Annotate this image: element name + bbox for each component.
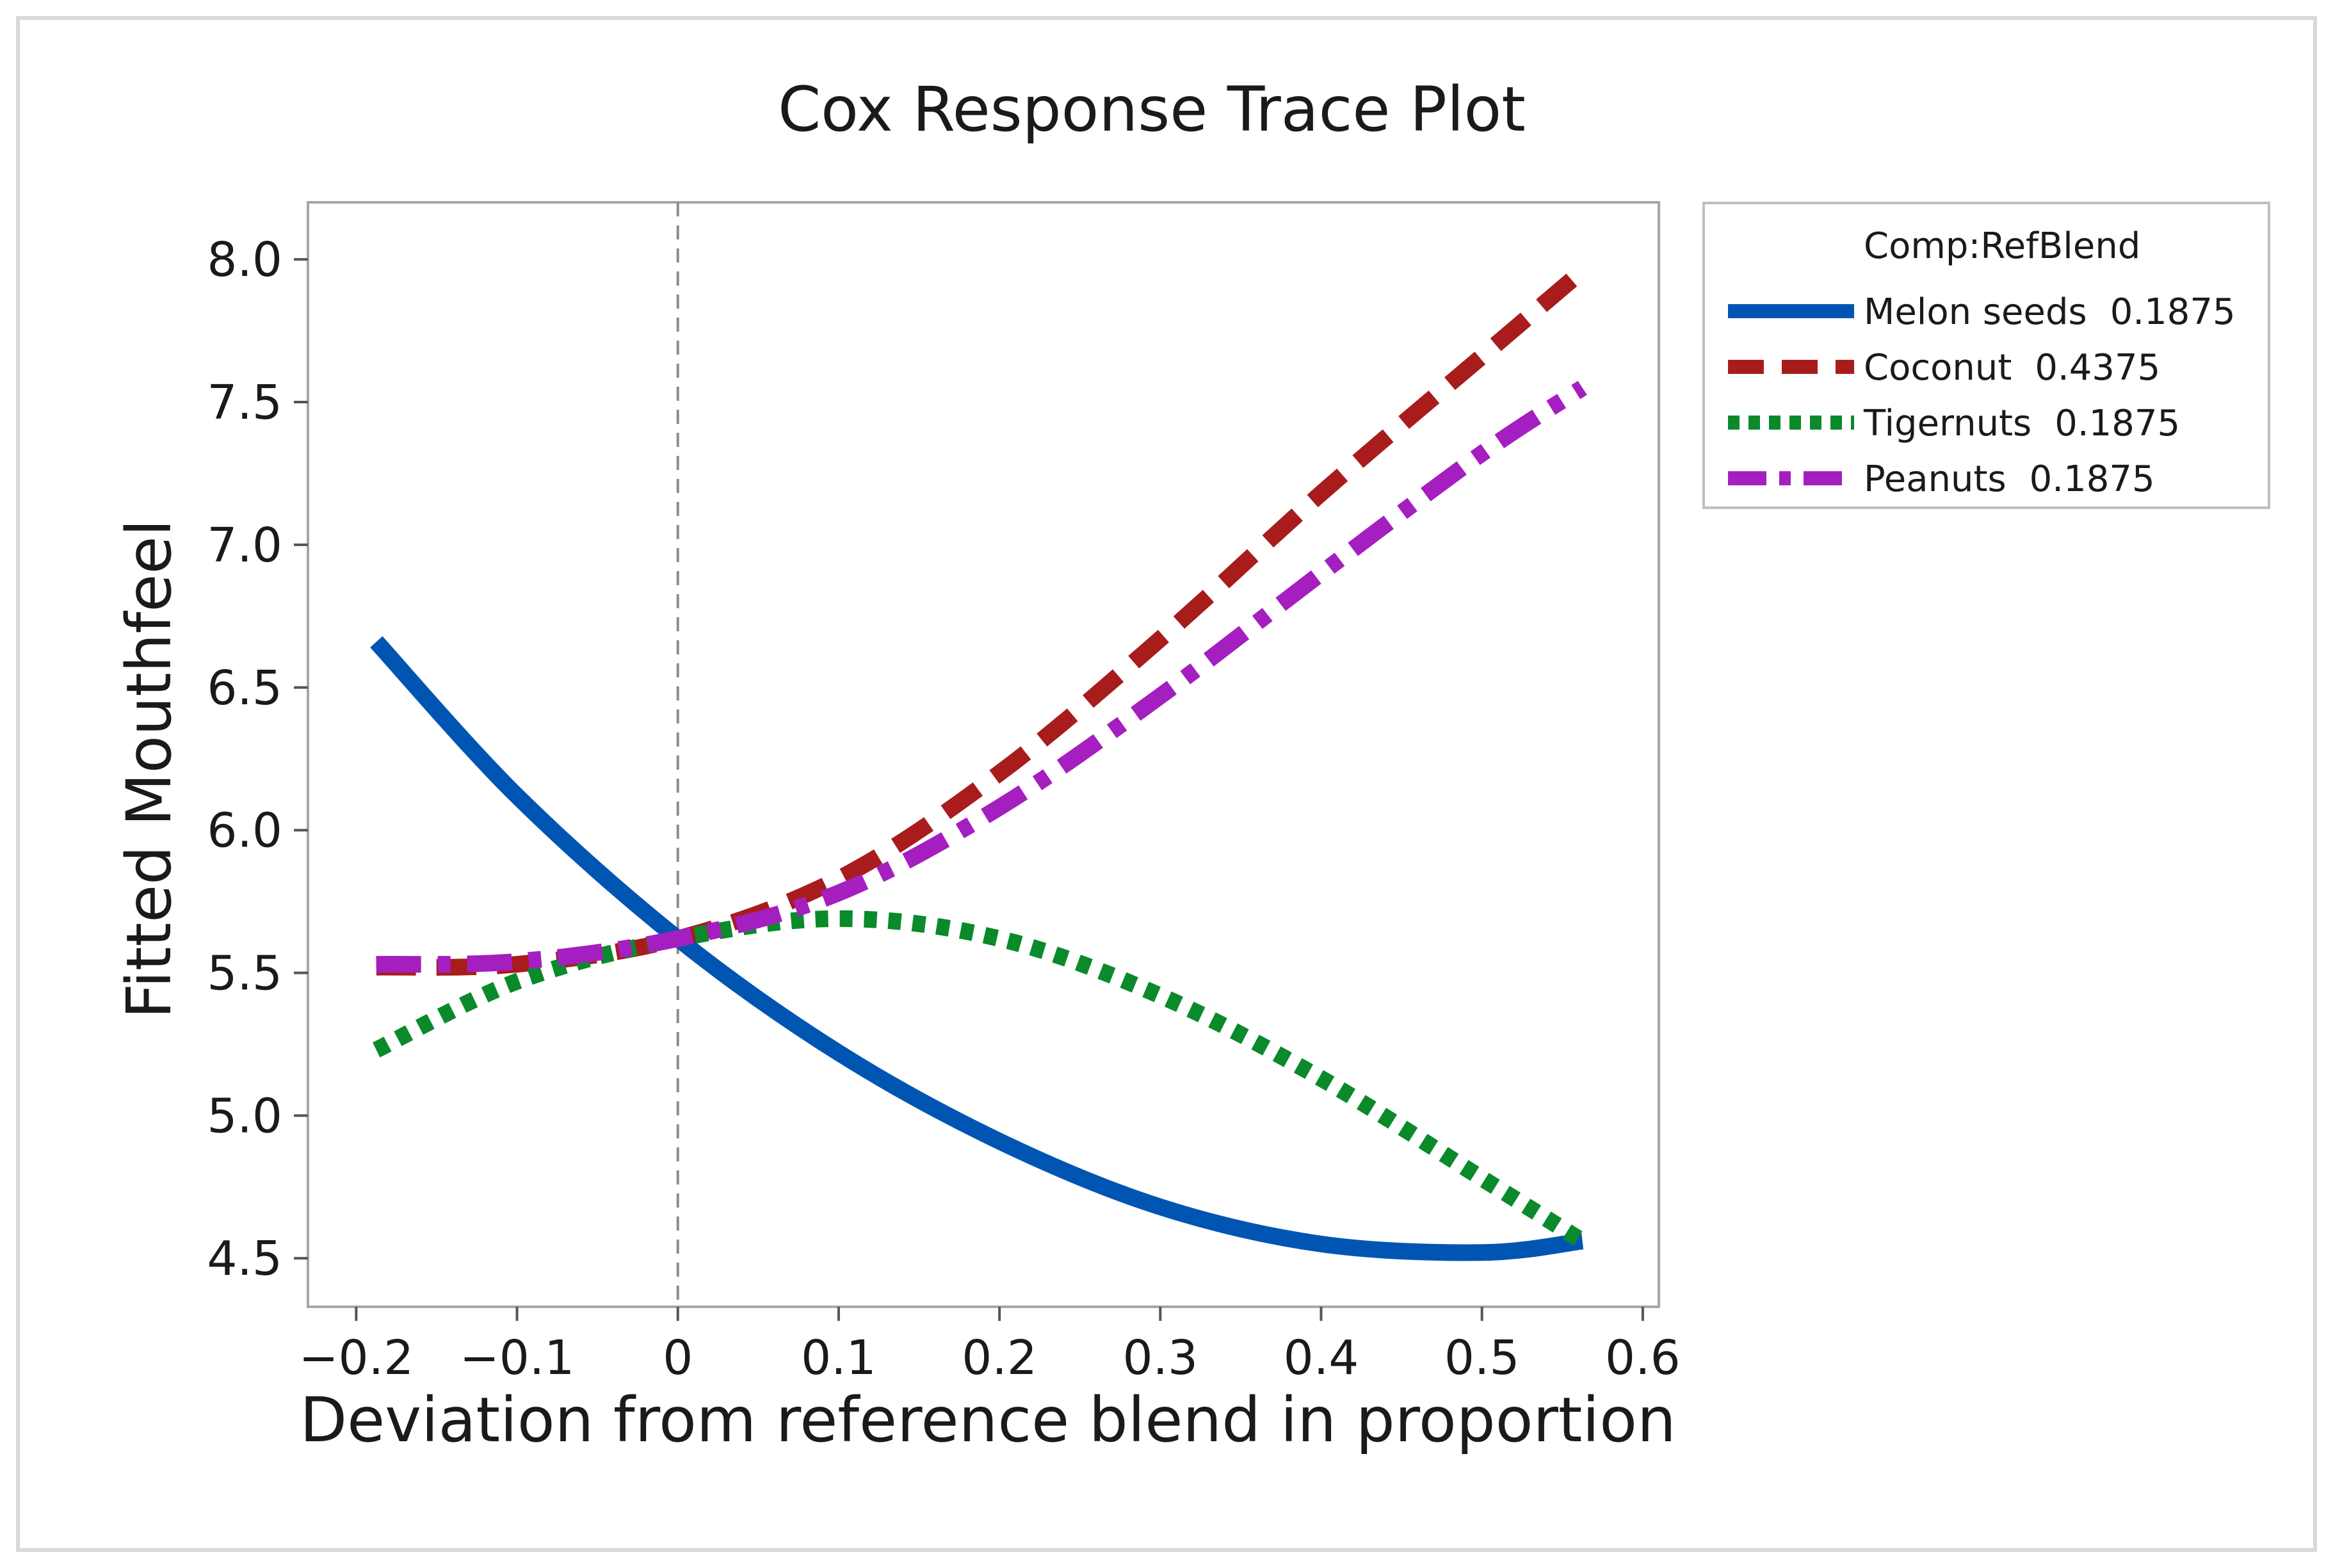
legend-series-name: Tigernuts bbox=[1863, 403, 2031, 444]
legend-label-peanuts: Peanuts 0.1875 bbox=[1864, 458, 2155, 500]
chart-title: Cox Response Trace Plot bbox=[778, 74, 1526, 145]
x-axis-ticks: −0.2 −0.1 0 0.1 0.2 0.3 0.4 0.5 0.6 bbox=[299, 1307, 1681, 1386]
y-tick-label: 5.0 bbox=[207, 1088, 282, 1144]
y-tick-label: 5.5 bbox=[207, 946, 282, 1001]
x-tick-label: −0.2 bbox=[299, 1330, 414, 1386]
legend-series-value: 0.4375 bbox=[2035, 347, 2160, 389]
x-tick-label: 0.3 bbox=[1122, 1330, 1198, 1386]
legend-series-name: Melon seeds bbox=[1864, 291, 2087, 333]
chart-frame: Cox Response Trace Plot −0.2 −0.1 0 0.1 0.2 0… bbox=[16, 16, 2317, 1552]
series-line-tigernuts bbox=[373, 910, 1587, 1249]
series-line-melon-seeds bbox=[370, 636, 1584, 1261]
series-line-peanuts bbox=[376, 380, 1587, 973]
legend-label-tigernuts: Tigernuts 0.1875 bbox=[1863, 403, 2180, 444]
x-tick-label: 0.1 bbox=[801, 1330, 876, 1386]
x-axis-label: Deviation from reference blend in propor… bbox=[300, 1384, 1676, 1456]
x-tick-label: 0 bbox=[663, 1330, 693, 1386]
x-tick-label: 0.6 bbox=[1605, 1330, 1681, 1386]
legend-series-value: 0.1875 bbox=[2054, 403, 2180, 444]
plot-area bbox=[307, 201, 1660, 1308]
y-tick-label: 6.5 bbox=[207, 661, 282, 716]
y-axis-label: Fitted Mouthfeel bbox=[113, 519, 185, 1019]
legend-series-name: Coconut bbox=[1864, 347, 2012, 389]
y-tick-label: 7.0 bbox=[207, 518, 282, 573]
legend-title: Comp:RefBlend bbox=[1864, 225, 2140, 267]
x-tick-label: 0.4 bbox=[1284, 1330, 1359, 1386]
y-tick-label: 4.5 bbox=[207, 1231, 282, 1286]
y-tick-label: 8.0 bbox=[207, 232, 282, 287]
y-tick-label: 6.0 bbox=[207, 804, 282, 859]
legend-label-melon-seeds: Melon seeds 0.1875 bbox=[1864, 291, 2236, 333]
chart-svg: Cox Response Trace Plot −0.2 −0.1 0 0.1 0.2 0… bbox=[113, 74, 2270, 1456]
series-group bbox=[370, 264, 1588, 1261]
legend-box bbox=[1702, 202, 2270, 509]
x-tick-label: −0.1 bbox=[460, 1330, 575, 1386]
legend-label-coconut: Coconut 0.4375 bbox=[1864, 347, 2160, 389]
y-axis-ticks: 4.5 5.0 5.5 6.0 6.5 7.0 7.5 8.0 bbox=[207, 232, 308, 1286]
legend: Comp:RefBlend Melon seeds 0.1875 Coconut 0.… bbox=[1702, 202, 2270, 509]
legend-series-name: Peanuts bbox=[1864, 458, 2006, 500]
legend-series-value: 0.1875 bbox=[2030, 458, 2155, 500]
x-tick-label: 0.5 bbox=[1444, 1330, 1520, 1386]
series-line-coconut bbox=[376, 264, 1588, 976]
legend-series-value: 0.1875 bbox=[2110, 291, 2236, 333]
y-tick-label: 7.5 bbox=[207, 375, 282, 430]
x-tick-label: 0.2 bbox=[962, 1330, 1037, 1386]
plot-border bbox=[307, 201, 1660, 1308]
